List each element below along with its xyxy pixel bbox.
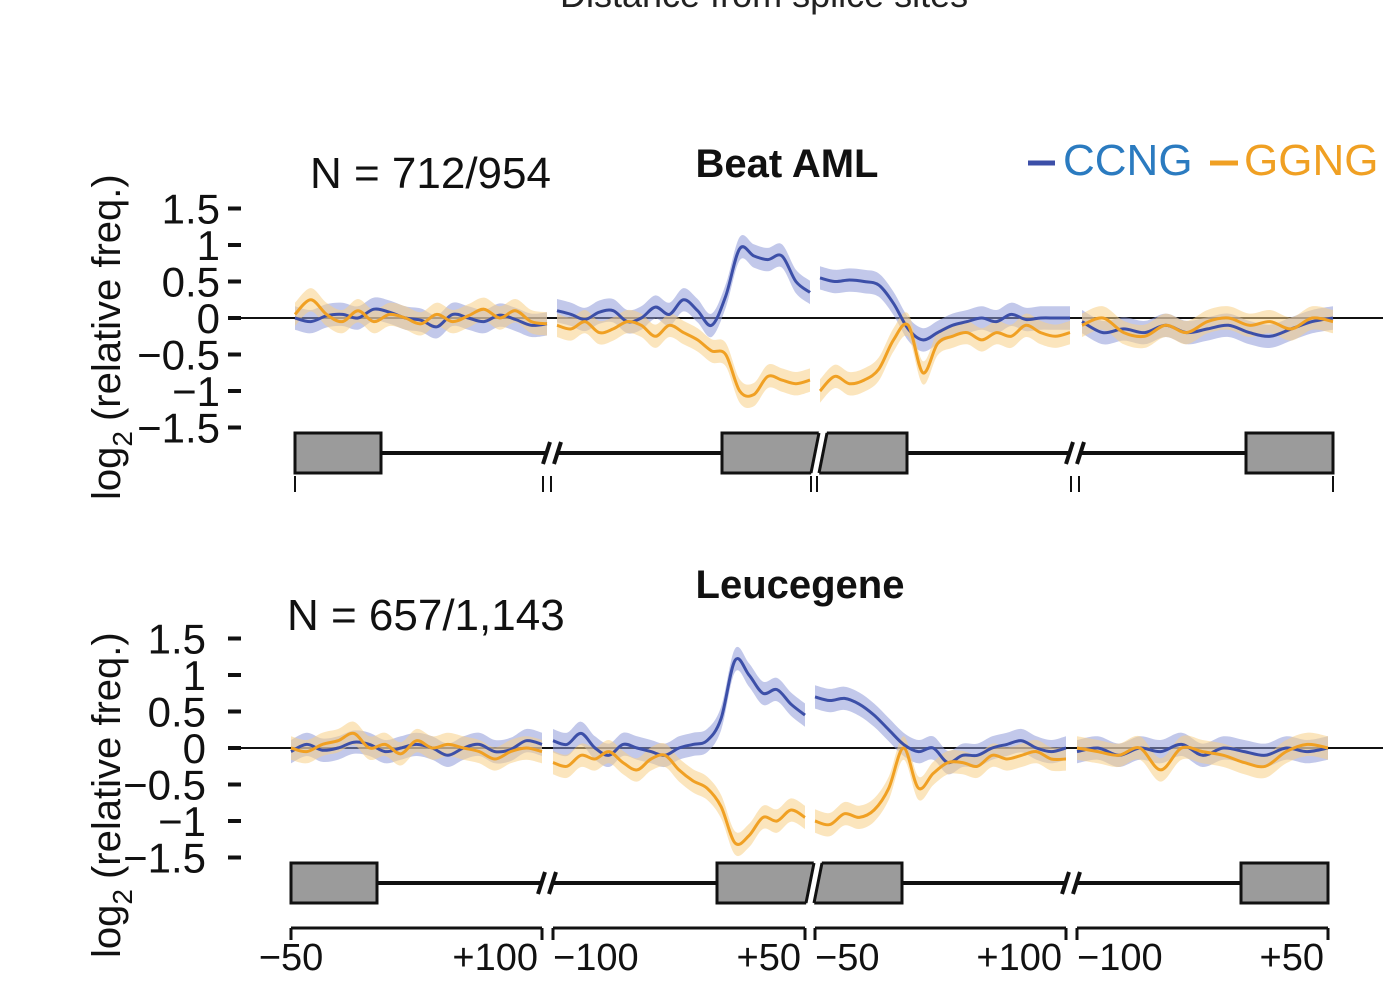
ccng-line-seg-2 bbox=[556, 245, 811, 328]
panel-2-n-label: N = 657/1,143 bbox=[287, 591, 565, 640]
ccng-line-seg-3 bbox=[819, 276, 1070, 342]
y-label-rest: (relative freq.) bbox=[85, 174, 129, 421]
y-tick-label: −0.5 bbox=[123, 762, 206, 809]
panel-1: 1.510.50−0.5−1−1.5 bbox=[137, 186, 1383, 492]
upstream-exon bbox=[289, 861, 379, 905]
y-tick-label: 0.5 bbox=[162, 259, 220, 306]
ggng-band-seg-3 bbox=[815, 736, 1066, 837]
exon-break-mark bbox=[812, 862, 824, 904]
x-tick-label: −50 bbox=[259, 937, 323, 979]
y-tick-label: −0.5 bbox=[137, 332, 220, 379]
y-tick-label: 1 bbox=[197, 222, 220, 269]
ggng-band-seg-1 bbox=[295, 288, 547, 336]
x-tick-label: −100 bbox=[1077, 937, 1163, 979]
legend-ggng-label: GGNG bbox=[1244, 136, 1378, 185]
ccng-band-seg-2 bbox=[553, 646, 805, 768]
panel-2-y-axis-label: log2 (relative freq.) bbox=[85, 632, 138, 958]
ggng-line-seg-4 bbox=[1076, 742, 1329, 772]
y-tick-label: 1.5 bbox=[162, 186, 220, 233]
y-label-sub: 2 bbox=[107, 431, 138, 447]
break-mark bbox=[1071, 871, 1082, 895]
break-mark bbox=[1075, 441, 1086, 465]
y-tick-label: 1 bbox=[183, 652, 206, 699]
ggng-line-seg-3 bbox=[818, 322, 1071, 393]
y-tick-label: 0.5 bbox=[148, 689, 206, 736]
ggng-line-seg-2 bbox=[552, 750, 806, 846]
svg-text:log2(relative freq.): log2 (relative freq.) bbox=[85, 632, 138, 958]
break-mark bbox=[541, 441, 552, 465]
ggng-line-seg-3 bbox=[814, 746, 1067, 827]
y-tick-label: −1.5 bbox=[123, 835, 206, 882]
x-tick-label: +100 bbox=[976, 937, 1062, 979]
ggng-line-seg-2 bbox=[556, 319, 811, 398]
figure-heading-cut: Distance from splice sites bbox=[560, 0, 968, 16]
y-label-rest: (relative freq.) bbox=[85, 632, 129, 879]
ggng-band-seg-2 bbox=[557, 309, 810, 409]
x-tick-label: +50 bbox=[1260, 937, 1324, 979]
x-tick-label: +50 bbox=[737, 937, 801, 979]
ggng-band-seg-2 bbox=[553, 739, 805, 857]
legend: CCNG GGNG bbox=[1028, 136, 1378, 185]
ggng-line-seg-1 bbox=[290, 731, 543, 761]
x-axis: −50 +100 −100 +50 −50 +100 −100 +50 bbox=[259, 926, 1330, 979]
panel-2: 1.510.50−0.5−1−1.5 bbox=[123, 616, 1383, 905]
legend-ccng-label: CCNG bbox=[1063, 136, 1193, 185]
exon-break-mark bbox=[804, 862, 816, 904]
ggng-line-seg-1 bbox=[293, 298, 548, 326]
y-label-log: log bbox=[85, 447, 129, 500]
y-tick-label: −1 bbox=[172, 368, 220, 415]
upstream-exon bbox=[293, 431, 383, 475]
y-tick-label: 0 bbox=[197, 295, 220, 342]
ggng-line-seg-4 bbox=[1081, 316, 1334, 339]
exon-break-mark bbox=[809, 432, 821, 474]
exon-break-gap bbox=[806, 861, 822, 905]
x-tick-label: −50 bbox=[815, 937, 879, 979]
break-mark bbox=[552, 441, 563, 465]
y-tick-label: −1 bbox=[158, 798, 206, 845]
panel-1-title: Beat AML bbox=[696, 142, 879, 186]
y-label-log: log bbox=[85, 905, 129, 958]
break-mark bbox=[536, 871, 547, 895]
x-tick-label: −100 bbox=[553, 937, 639, 979]
x-tick-label: +100 bbox=[452, 937, 538, 979]
break-mark bbox=[547, 871, 558, 895]
panel-2-title: Leucegene bbox=[696, 563, 905, 607]
ccng-band-seg-2 bbox=[557, 234, 810, 338]
break-mark bbox=[1064, 441, 1075, 465]
break-mark bbox=[1060, 871, 1071, 895]
y-tick-label: 0 bbox=[183, 725, 206, 772]
plot-layer: 1.510.50−0.5−1−1.51.510.50−0.5−1−1.5−50 +… bbox=[123, 186, 1383, 979]
exon-break-mark bbox=[817, 432, 829, 474]
ccng-line-seg-3 bbox=[814, 695, 1067, 765]
ccng-line-seg-1 bbox=[290, 739, 543, 757]
exon-break-gap bbox=[811, 431, 827, 475]
y-label-sub: 2 bbox=[107, 889, 138, 905]
y-tick-label: −1.5 bbox=[137, 405, 220, 452]
panel-1-y-axis-label: log2 (relative freq.) bbox=[85, 174, 138, 500]
ccng-line-seg-2 bbox=[552, 657, 806, 757]
panel-1-n-label: N = 712/954 bbox=[310, 149, 551, 198]
downstream-exon bbox=[1239, 861, 1330, 905]
y-tick-label: 1.5 bbox=[148, 616, 206, 663]
ggng-band-seg-1 bbox=[291, 721, 542, 771]
svg-text:log2(relative freq.): log2 (relative freq.) bbox=[85, 174, 138, 500]
downstream-exon bbox=[1244, 431, 1335, 475]
ggng-band-seg-4 bbox=[1077, 732, 1328, 782]
